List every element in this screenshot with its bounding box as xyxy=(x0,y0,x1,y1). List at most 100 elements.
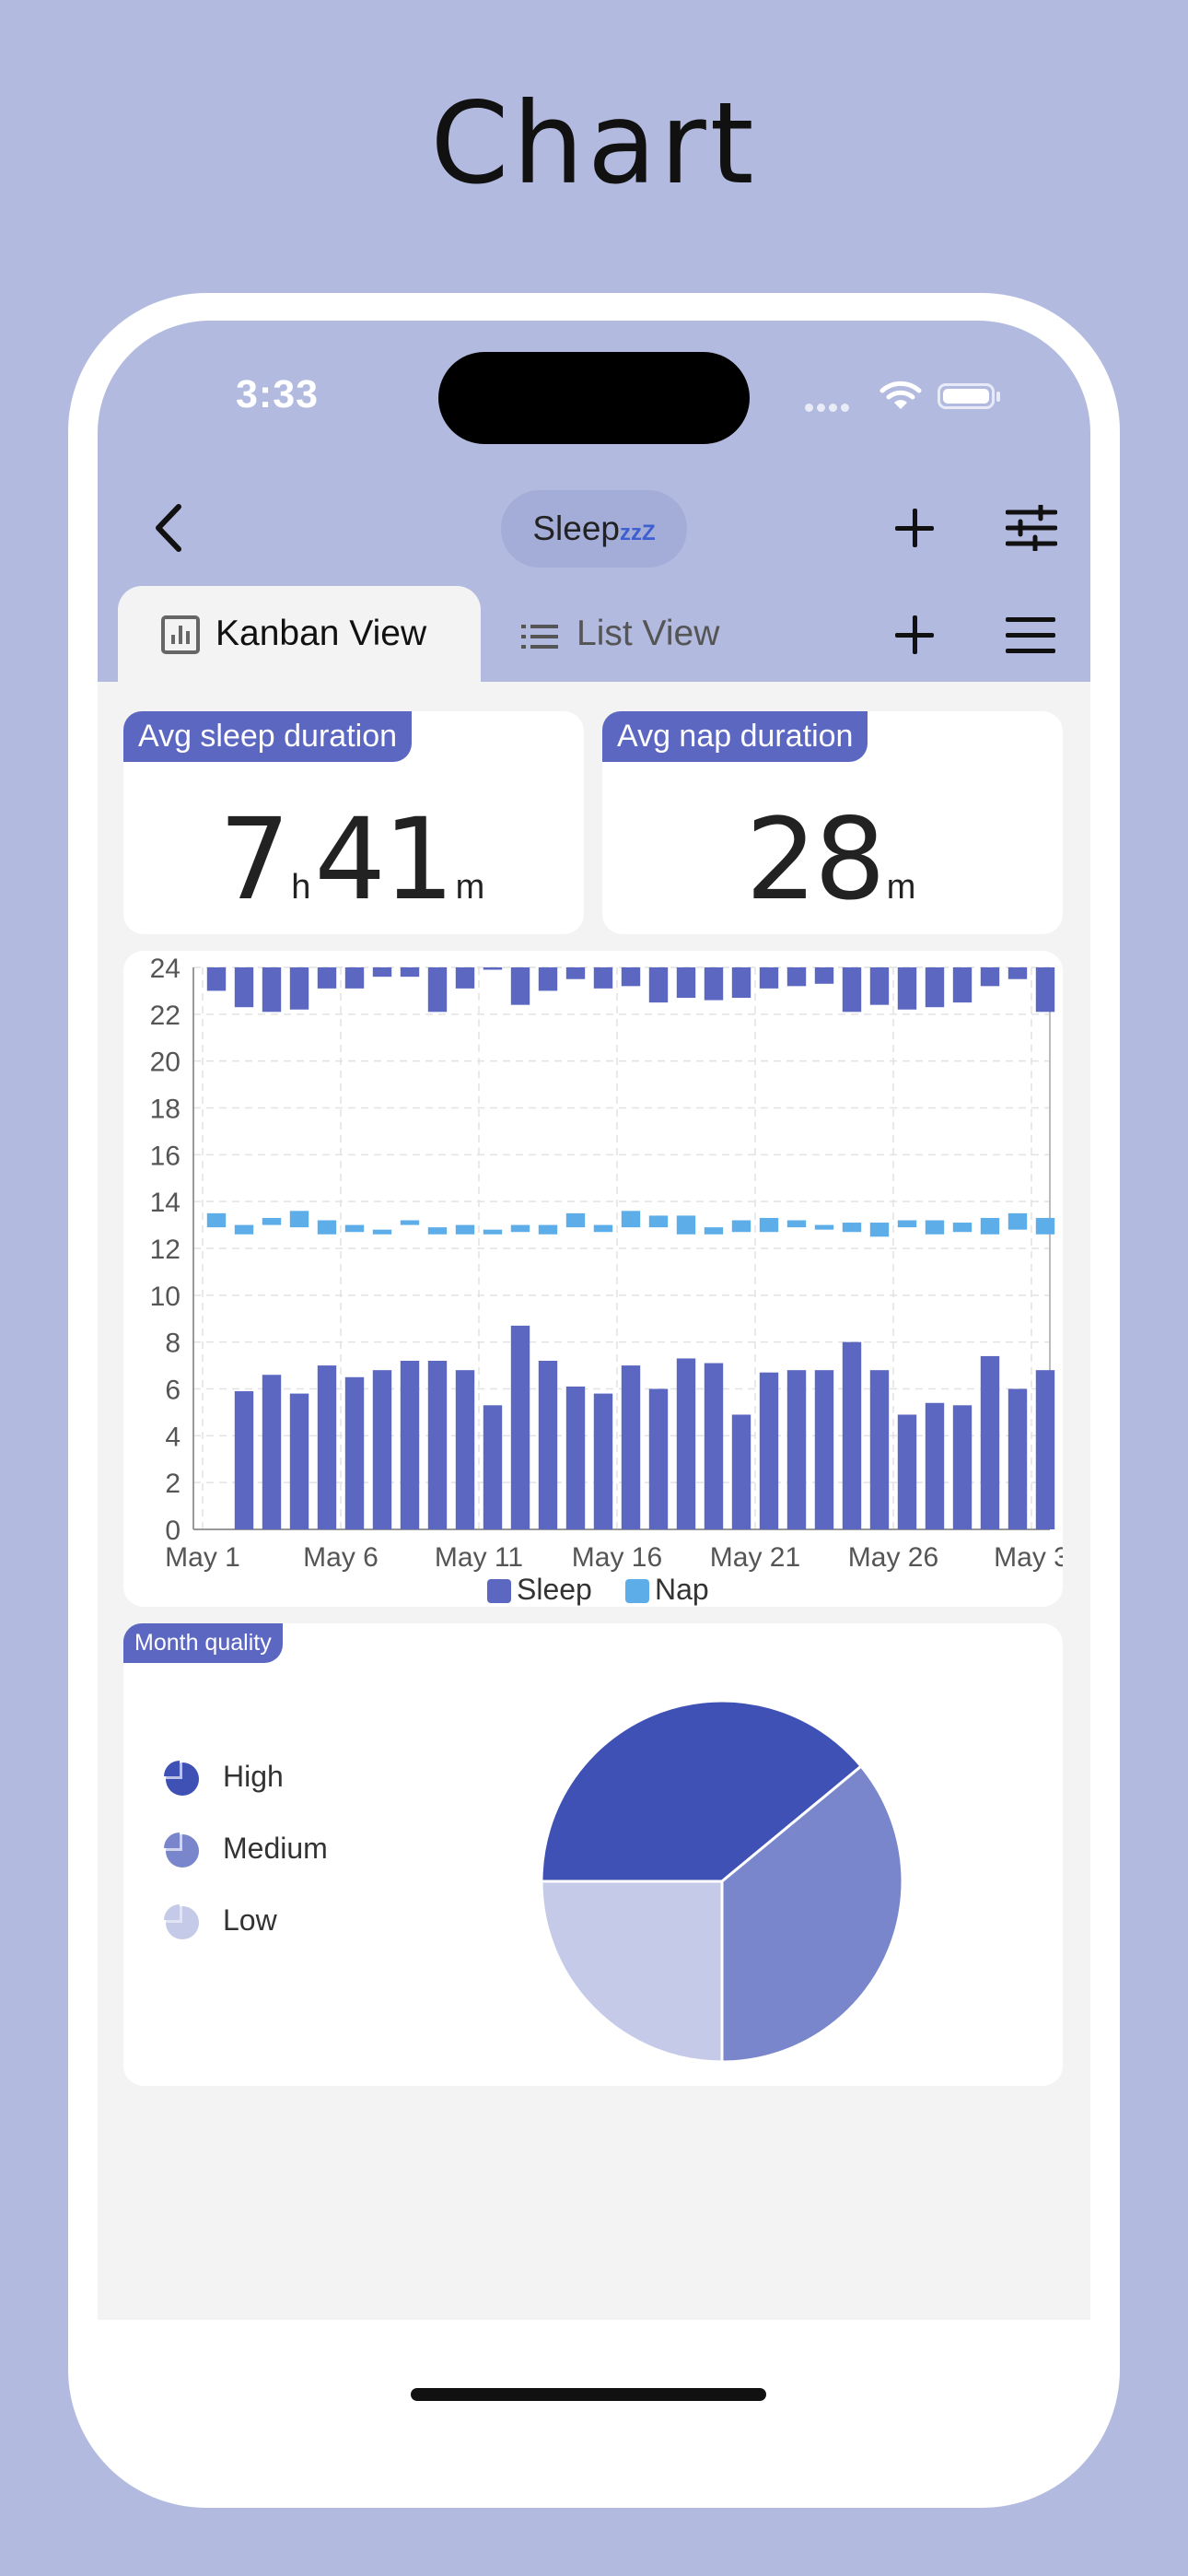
sleep-bar xyxy=(925,967,945,1008)
legend-high[interactable]: High xyxy=(164,1760,284,1797)
sleep-bar xyxy=(842,1341,862,1529)
y-tick-label: 16 xyxy=(150,1141,181,1171)
nap-legend-swatch xyxy=(625,1579,649,1603)
avg-sleep-card: Avg sleep duration 7 h41 m xyxy=(123,711,584,934)
sleep-bar xyxy=(234,967,254,1008)
pie-slice-medium xyxy=(720,1763,904,2064)
sleep-bar xyxy=(980,1355,1000,1529)
nap-bar xyxy=(538,1224,558,1235)
y-tick-label: 12 xyxy=(150,1235,181,1265)
nap-bar xyxy=(344,1224,365,1233)
legend-low[interactable]: Low xyxy=(164,1903,277,1941)
sleep-bar xyxy=(925,1402,945,1529)
sleep-bar xyxy=(759,967,779,989)
sleep-bar xyxy=(372,1370,392,1529)
legend-medium[interactable]: Medium xyxy=(164,1832,328,1869)
sleep-bar xyxy=(317,1365,337,1529)
x-tick-label: May 21 xyxy=(710,1542,800,1573)
sleep-bar xyxy=(869,967,890,1005)
sleep-bar xyxy=(344,967,365,989)
y-tick-label: 22 xyxy=(150,1001,181,1031)
nav-title-pill[interactable]: SleepzzZ xyxy=(501,490,687,568)
sleep-bar xyxy=(814,1370,834,1529)
sleep-legend-swatch xyxy=(487,1579,511,1603)
nap-bar xyxy=(262,1217,282,1225)
month-quality-title: Month quality xyxy=(123,1623,283,1663)
sleep-chart-card: 0 2 4 6 8 10 12 14 16 18 20 22 24 May 1 May 6 May 11 May… xyxy=(123,951,1069,1607)
sleep-bar xyxy=(897,1414,917,1529)
nap-bar xyxy=(372,1229,392,1235)
sleep-bar xyxy=(648,967,669,1003)
nap-bar xyxy=(593,1224,613,1233)
sleep-bar xyxy=(317,967,337,989)
add-view-button[interactable] xyxy=(891,612,938,658)
sleep-bar xyxy=(538,967,558,991)
sleep-legend-label: Sleep xyxy=(517,1573,592,1606)
sleep-bar xyxy=(952,967,973,1003)
avg-sleep-value: 7 h41 m xyxy=(218,794,485,925)
y-tick-label: 10 xyxy=(150,1282,181,1312)
y-tick-label: 20 xyxy=(150,1048,181,1078)
filter-settings-icon[interactable] xyxy=(1006,505,1057,551)
nap-bar xyxy=(234,1224,254,1235)
phone-frame: 3:33 SleepzzZ xyxy=(68,293,1120,2508)
sleep-zzz-icon: zzZ xyxy=(619,521,656,545)
x-tick-label: May 6 xyxy=(303,1542,379,1573)
month-quality-card: Month quality High Medium Low xyxy=(123,1623,1063,2086)
x-tick-label: May 11 xyxy=(435,1542,523,1573)
nap-bar xyxy=(759,1217,779,1233)
tab-kanban-view[interactable]: Kanban View xyxy=(118,586,481,684)
sleep-bar xyxy=(1007,1388,1028,1529)
nap-bar xyxy=(925,1220,945,1235)
sleep-bar xyxy=(814,967,834,984)
pie-slice-high xyxy=(540,1699,864,1883)
sleep-bar xyxy=(1035,967,1055,1013)
sleep-bar xyxy=(372,967,392,978)
back-chevron-icon[interactable] xyxy=(142,496,197,560)
bar-chart-icon xyxy=(161,615,200,654)
tab-list-view[interactable]: List View xyxy=(521,597,751,674)
x-tick-label: May 1 xyxy=(165,1542,240,1573)
sleep-bar xyxy=(676,1358,696,1529)
nap-bar xyxy=(648,1215,669,1228)
sleep-bar xyxy=(483,967,503,970)
tab-list-label: List View xyxy=(577,614,720,653)
avg-nap-label: Avg nap duration xyxy=(602,711,868,762)
y-tick-label: 18 xyxy=(150,1095,181,1125)
sleep-bar xyxy=(1007,967,1028,979)
nap-bar xyxy=(842,1223,862,1233)
nap-bar xyxy=(427,1227,448,1235)
sleep-bar xyxy=(676,967,696,999)
nav-title: Sleep xyxy=(532,509,620,547)
sleep-bar xyxy=(731,967,751,999)
dynamic-island xyxy=(438,352,750,444)
sleep-bar xyxy=(483,1405,503,1529)
sleep-bar xyxy=(621,1365,641,1529)
y-tick-label: 8 xyxy=(165,1329,181,1359)
y-tick-label: 4 xyxy=(165,1422,181,1452)
list-icon xyxy=(521,625,558,649)
nap-bar xyxy=(676,1215,696,1235)
nap-bar xyxy=(621,1211,641,1228)
page-heading: Chart xyxy=(430,78,758,209)
sleep-bar xyxy=(427,967,448,1013)
add-button[interactable] xyxy=(891,505,938,551)
nap-bar xyxy=(1035,1217,1055,1235)
nap-bar xyxy=(786,1220,807,1228)
sleep-bar xyxy=(980,967,1000,987)
menu-icon[interactable] xyxy=(1006,617,1055,654)
sleep-bar xyxy=(510,1325,530,1529)
y-tick-label: 2 xyxy=(165,1469,181,1499)
nap-bar xyxy=(289,1211,309,1228)
month-quality-pie xyxy=(540,1699,904,2064)
pie-medium-icon xyxy=(164,1832,199,1868)
nap-bar xyxy=(869,1223,890,1237)
home-indicator[interactable] xyxy=(411,2388,766,2401)
nap-bar xyxy=(510,1224,530,1233)
sleep-bar xyxy=(400,1361,420,1529)
sleep-bar xyxy=(704,967,724,1001)
sleep-bar xyxy=(262,1375,282,1529)
tab-kanban-label: Kanban View xyxy=(215,614,427,653)
sleep-bar xyxy=(1035,1370,1055,1529)
